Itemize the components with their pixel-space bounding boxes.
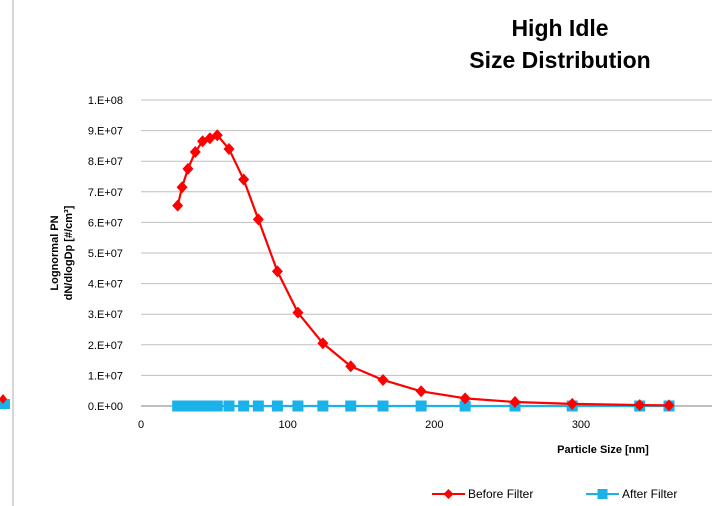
point-before-filter	[459, 392, 471, 405]
y-tick-label: 0.E+00	[88, 401, 123, 413]
legend-label-before-filter: Before Filter	[468, 487, 533, 501]
x-tick-label: 300	[572, 419, 590, 431]
point-after-filter	[415, 400, 427, 412]
x-axis-title: Particle Size [nm]	[557, 444, 649, 456]
point-before-filter	[211, 129, 223, 142]
legend-marker-after-filter	[597, 489, 608, 499]
point-before-filter	[509, 396, 521, 409]
point-before-filter	[415, 385, 427, 398]
point-after-filter	[182, 400, 194, 412]
series-line-before-filter	[176, 134, 670, 407]
chart-title-line-1: High Idle	[511, 15, 609, 41]
x-tick-label: 100	[278, 419, 296, 431]
point-after-filter	[204, 400, 216, 412]
y-axis-title-line-1: Lognormal PN	[49, 215, 61, 290]
point-before-filter	[377, 373, 389, 386]
y-tick-label: 9.E+07	[88, 126, 123, 138]
point-before-filter	[292, 306, 304, 319]
point-after-filter	[223, 400, 235, 412]
point-before-filter	[252, 213, 264, 226]
legend-marker-before-filter	[443, 489, 454, 499]
point-after-filter	[317, 400, 329, 412]
point-before-filter	[663, 399, 675, 412]
point-after-filter	[176, 400, 188, 412]
point-after-filter	[271, 400, 283, 412]
point-after-filter	[459, 400, 471, 412]
point-before-filter	[345, 360, 357, 373]
point-before-filter	[238, 173, 250, 186]
point-before-filter	[634, 399, 646, 412]
x-tick-labels: 0 100 200 300	[138, 419, 590, 431]
point-after-filter	[292, 400, 304, 412]
point-before-filter	[223, 142, 235, 155]
chart-title-line-2: Size Distribution	[469, 47, 651, 73]
legend: Before Filter After Filter	[432, 487, 677, 501]
point-before-filter	[566, 397, 578, 410]
point-before-filter	[176, 181, 188, 194]
y-tick-label: 3.E+07	[88, 309, 123, 321]
y-tick-label: 6.E+07	[88, 217, 123, 229]
point-before-filter	[271, 265, 283, 278]
y-axis-title-line-2: dN/dlogDp [#/cm³]	[63, 205, 75, 300]
y-tick-label: 2.E+07	[88, 340, 123, 352]
left-panel-marker-diamond	[0, 394, 7, 404]
point-after-filter	[197, 400, 209, 412]
left-panel-marker-square	[0, 399, 10, 409]
point-after-filter	[189, 400, 201, 412]
legend-label-after-filter: After Filter	[622, 487, 677, 501]
gridlines	[141, 99, 712, 376]
point-before-filter	[189, 146, 201, 159]
point-after-filter	[377, 400, 389, 412]
y-tick-label: 4.E+07	[88, 279, 123, 291]
y-tick-label: 8.E+07	[88, 156, 123, 168]
point-before-filter	[182, 162, 194, 175]
x-tick-label: 0	[138, 419, 144, 431]
y-tick-label: 5.E+07	[88, 248, 123, 260]
point-before-filter	[317, 337, 329, 350]
point-after-filter	[238, 400, 250, 412]
y-tick-labels: 0.E+00 1.E+07 2.E+07 3.E+07 4.E+07 5.E+07 6.E+…	[88, 95, 123, 413]
point-after-filter	[252, 400, 264, 412]
y-tick-label: 7.E+07	[88, 187, 123, 199]
y-tick-label: 1.E+08	[88, 95, 123, 107]
point-after-filter	[345, 400, 357, 412]
y-tick-label: 1.E+07	[88, 370, 123, 382]
x-tick-label: 200	[425, 419, 443, 431]
point-after-filter	[211, 400, 223, 412]
point-before-filter	[172, 199, 184, 212]
series	[172, 129, 675, 412]
